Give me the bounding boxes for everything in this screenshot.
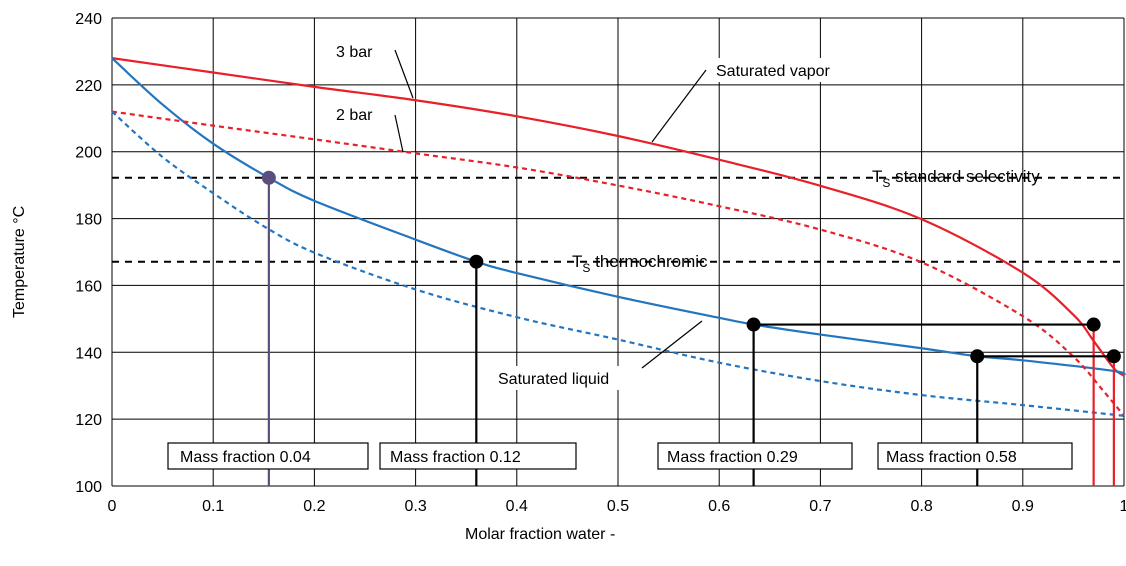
y-tick-label: 240 <box>75 11 102 28</box>
data-point-5 <box>970 349 985 364</box>
y-tick-label: 180 <box>75 212 102 229</box>
mass-fraction-labels: Mass fraction 0.04 Mass fraction 0.12 Ma… <box>167 442 1073 470</box>
x-tick-label: 0.3 <box>404 498 426 515</box>
y-tick-label: 100 <box>75 479 102 496</box>
x-tick-label: 0.9 <box>1012 498 1034 515</box>
x-tick-label: 0 <box>108 498 117 515</box>
mass-fraction-label-2: Mass fraction 0.12 <box>390 449 521 466</box>
data-point-4 <box>1086 317 1101 332</box>
y-tick-label: 140 <box>75 345 102 362</box>
y-tick-label: 220 <box>75 78 102 95</box>
x-tick-label: 0.8 <box>910 498 932 515</box>
mass-fraction-box-3 <box>657 442 853 470</box>
data-point-2 <box>469 254 484 269</box>
x-tick-label: 0.4 <box>506 498 528 515</box>
x-tick-label: 0.7 <box>809 498 831 515</box>
annotation-saturated-vapor-bg <box>712 58 862 82</box>
mass-fraction-box-2 <box>379 442 577 470</box>
data-point-1 <box>261 170 276 185</box>
y-tick-label: 200 <box>75 145 102 162</box>
series-line-4 <box>111 110 1125 417</box>
callouts: 3 bar 2 bar Saturated vapor Saturated li… <box>320 38 862 390</box>
mass-fraction-label-4: Mass fraction 0.58 <box>886 449 1017 466</box>
x-tick-label: 0.1 <box>202 498 224 515</box>
annotation-saturated-liquid: Saturated liquid <box>498 371 609 388</box>
annotation-2bar-bg <box>320 101 382 125</box>
annotation-saturated-vapor-leader <box>651 69 707 143</box>
mass-fraction-label-1: Mass fraction 0.04 <box>180 449 311 466</box>
annotation-2bar-leader <box>394 114 404 153</box>
annotation-saturated-liquid-bg <box>494 366 646 390</box>
data-point-6 <box>1106 349 1121 364</box>
data-point-3 <box>746 317 761 332</box>
x-tick-label: 0.5 <box>607 498 629 515</box>
x-tick-label: 0.2 <box>303 498 325 515</box>
mass-fraction-box-4 <box>877 442 1073 470</box>
x-axis-label: Molar fraction water - <box>465 526 615 543</box>
drop-lines <box>267 177 1115 486</box>
y-axis-label: Temperature °C <box>11 206 28 318</box>
x-tick-label: 0.6 <box>708 498 730 515</box>
y-tick-label: 160 <box>75 278 102 295</box>
ref-label-standard-selectivity: TS standard selectivity <box>872 167 1040 190</box>
ref-label-thermochromic: TS thermochromic <box>572 252 708 275</box>
annotation-3bar-leader <box>394 49 414 99</box>
tick-labels: 0 0.1 0.2 0.3 0.4 0.5 0.6 0.7 0.8 0.9 1 100 120 140 16… <box>75 11 1126 515</box>
annotation-saturated-vapor: Saturated vapor <box>716 63 831 80</box>
markers <box>261 170 1121 364</box>
mass-fraction-box-1 <box>167 442 369 470</box>
mass-fraction-label-3: Mass fraction 0.29 <box>667 449 798 466</box>
y-tick-label: 120 <box>75 412 102 429</box>
annotation-2bar: 2 bar <box>336 107 373 124</box>
annotation-saturated-liquid-leader <box>641 320 703 369</box>
series-line-3 <box>111 110 1125 417</box>
annotation-3bar: 3 bar <box>336 44 373 61</box>
x-tick-label: 1 <box>1120 498 1126 515</box>
annotation-3bar-bg <box>320 38 382 62</box>
